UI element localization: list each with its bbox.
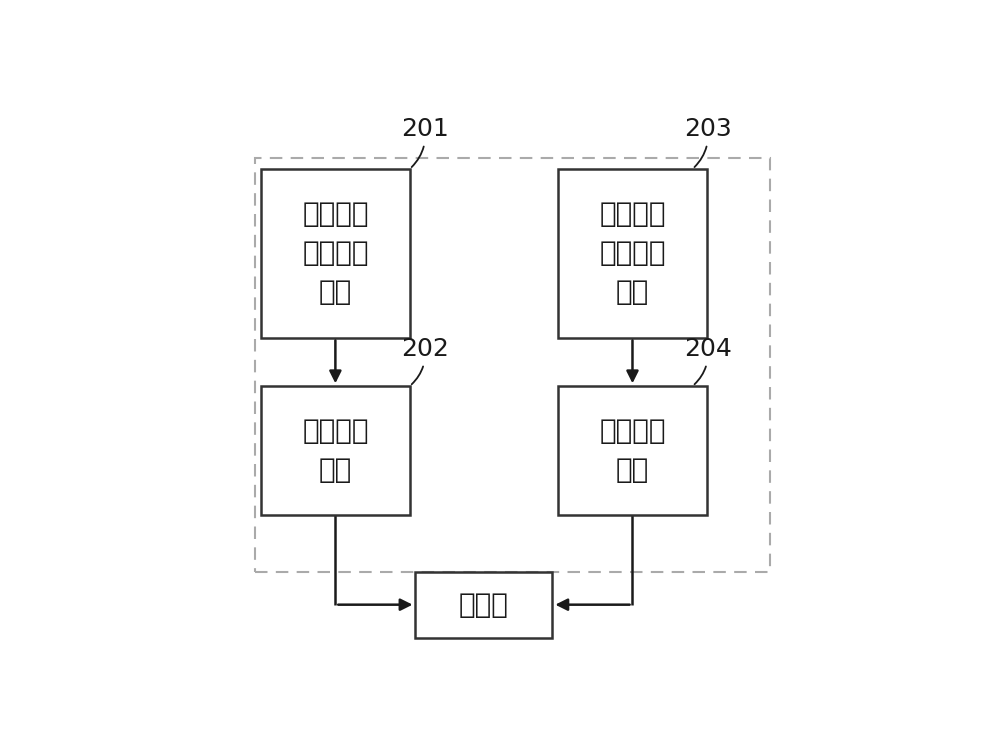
Bar [261,386,410,515]
Text: 油温监控
设备: 油温监控 设备 [599,417,666,484]
Bar [415,572,552,637]
Text: 油位监控
设备: 油位监控 设备 [302,417,369,484]
Text: 204: 204 [684,337,732,384]
Bar [255,157,770,572]
Text: 202: 202 [401,337,449,384]
Text: 服务器: 服务器 [459,591,509,619]
Text: 油位拍摄
指令生成
模块: 油位拍摄 指令生成 模块 [302,200,369,306]
Bar [558,386,707,515]
Bar [558,169,707,338]
Text: 201: 201 [401,117,449,167]
Text: 油温采集
指令生成
模块: 油温采集 指令生成 模块 [599,200,666,306]
Bar [261,169,410,338]
Text: 203: 203 [684,117,732,167]
